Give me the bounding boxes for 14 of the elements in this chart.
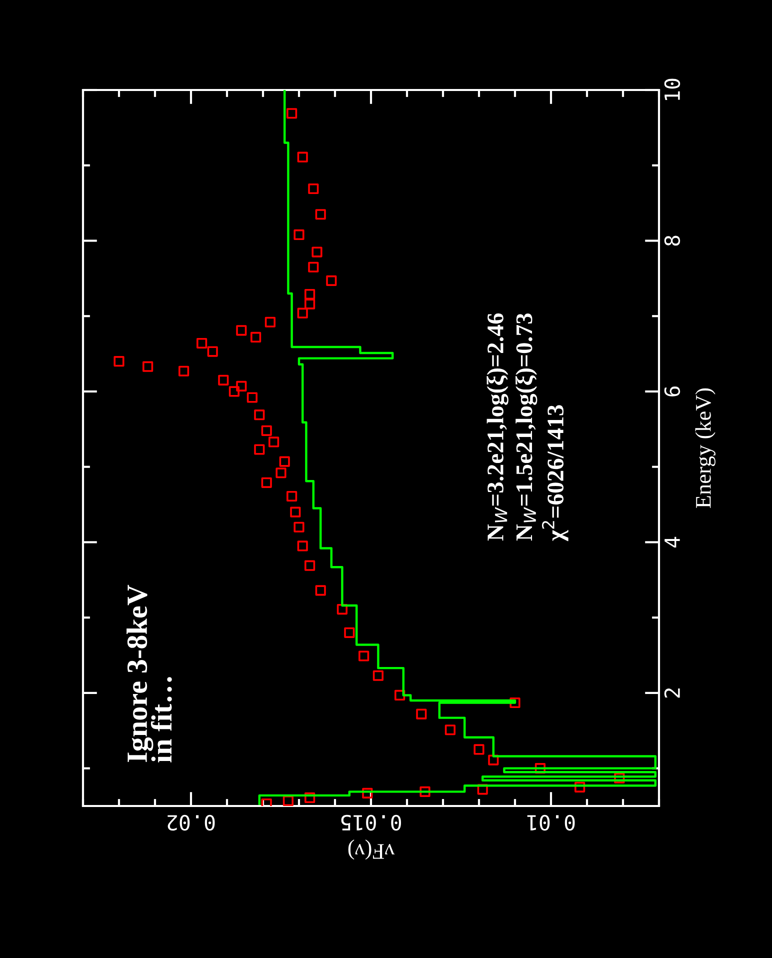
- y-tick-label: 4: [664, 536, 680, 548]
- y-tick-label: 2: [664, 688, 680, 698]
- y-tick-label: 8: [664, 236, 680, 246]
- x-tick-label: 0.02: [168, 814, 215, 831]
- x-tick-label: 0.015: [341, 814, 401, 831]
- x-axis-title: νF(ν): [348, 839, 395, 860]
- y-tick-label: 6: [664, 386, 680, 396]
- annotation: Ignore 3-8keV in fit…: [126, 584, 172, 762]
- x-tick-label: 0.01: [527, 814, 575, 831]
- y-tick-label: 10: [664, 78, 680, 100]
- y-axis-title: Energy (keV): [695, 388, 716, 508]
- annotation: N$_{W}$=1.5e21,log(ξ)=0.73: [515, 313, 538, 541]
- annotation: N$_{W}$=3.2e21,log(ξ)=2.46: [486, 313, 508, 541]
- annotation: χ$^{2}$=6026/1413: [542, 405, 568, 542]
